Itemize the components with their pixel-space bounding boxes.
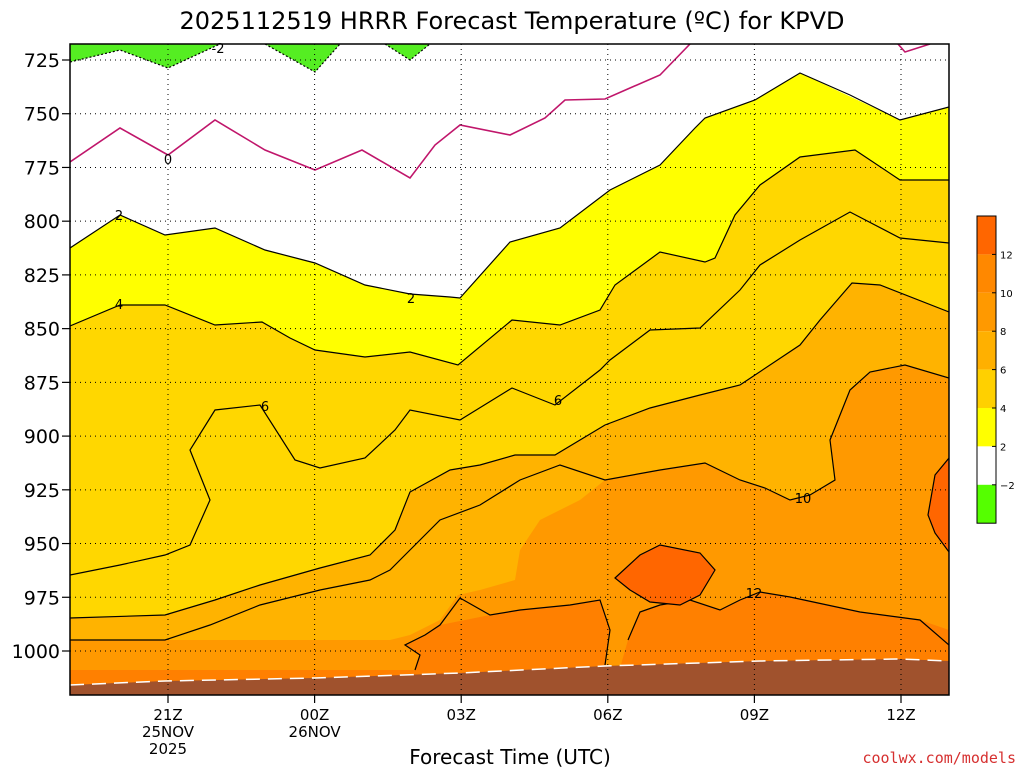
contour-4 [70, 149, 949, 366]
zero-line-upper [897, 44, 931, 53]
x-tick-label: 00Z [300, 706, 329, 724]
colorbar-swatch [977, 369, 996, 408]
credit-text: coolwx.com/models [862, 749, 1016, 767]
colorbar-label: 4 [1000, 404, 1006, 415]
y-tick-label: 925 [24, 480, 60, 502]
colorbar-swatch [977, 484, 996, 524]
grid [70, 44, 949, 695]
chart-title: 2025112519 HRRR Forecast Temperature (ºC… [179, 7, 844, 35]
contour-label-10: 10 [795, 492, 812, 507]
colorbar-label: 12 [1000, 250, 1013, 261]
x-tick-date: 25NOV [142, 723, 195, 741]
x-tick-label: 09Z [740, 706, 769, 724]
x-tick-year: 2025 [149, 740, 187, 758]
contour-lines [70, 72, 949, 671]
terrain-edge [70, 658, 949, 686]
contour-12-edge [927, 457, 949, 553]
contour-label-neg2: -2 [212, 42, 225, 57]
colorbar-label: 8 [1000, 327, 1006, 338]
contour-label-12: 12 [746, 587, 763, 602]
x-tick-label: 21Z [153, 706, 182, 724]
contour-10 [403, 597, 611, 671]
contour-6 [70, 282, 949, 619]
contour-8 [70, 364, 949, 641]
colorbar-swatch [977, 216, 996, 255]
contour-label-2a: 2 [115, 209, 123, 224]
plot-frame [69, 43, 950, 696]
x-tick-label: 03Z [447, 706, 476, 724]
y-tick-label: 900 [24, 426, 60, 448]
fill-band-0-2 [70, 44, 949, 298]
contour-labels: -2 0 2 2 4 6 6 10 12 [115, 42, 811, 602]
colorbar-swatch [977, 446, 996, 485]
colorbar-label: 6 [1000, 366, 1006, 377]
colorbar-swatch [977, 331, 996, 370]
colorbar-swatch [977, 292, 996, 332]
contour-label-2b: 2 [407, 292, 415, 307]
y-tick-label: 725 [24, 50, 60, 72]
contour-label-6a: 6 [261, 400, 269, 415]
colorbar-swatch [977, 254, 996, 293]
zero-isotherm [70, 44, 931, 180]
y-tick-label: 950 [24, 534, 60, 556]
contour-label-6b: 6 [554, 394, 562, 409]
y-tick-label: 800 [24, 211, 60, 233]
colorbar-label: 10 [1000, 289, 1013, 300]
zero-line-lower [70, 44, 691, 180]
x-tick-label: 12Z [886, 706, 915, 724]
x-tick-label: 06Z [593, 706, 622, 724]
colorbar-label: 2 [1000, 442, 1006, 453]
x-tick-date: 26NOV [289, 723, 342, 741]
x-axis-label: Forecast Time (UTC) [409, 745, 611, 768]
y-axis: 725 750 775 800 825 850 875 900 925 950 975 1000 [12, 50, 70, 663]
contour-12-cell [614, 544, 716, 606]
y-tick-label: 875 [24, 372, 60, 394]
y-tick-label: 825 [24, 265, 60, 287]
contour-label-0: 0 [164, 153, 172, 168]
y-tick-label: 775 [24, 157, 60, 179]
contour-6b [70, 211, 949, 576]
y-tick-label: 1000 [12, 641, 60, 663]
terrain [70, 659, 949, 695]
fill-band-below-0 [70, 44, 430, 72]
contour-12 [627, 591, 949, 646]
y-tick-label: 750 [24, 104, 60, 126]
contour-label-4: 4 [115, 298, 123, 313]
y-tick-label: 850 [24, 319, 60, 341]
y-tick-label: 975 [24, 587, 60, 609]
contour-fills [70, 44, 949, 695]
colorbar-swatch [977, 408, 996, 447]
contour-2 [70, 72, 949, 299]
colorbar: 12 10 8 6 4 2 −2 [976, 215, 1015, 524]
colorbar-label: −2 [1000, 481, 1015, 492]
